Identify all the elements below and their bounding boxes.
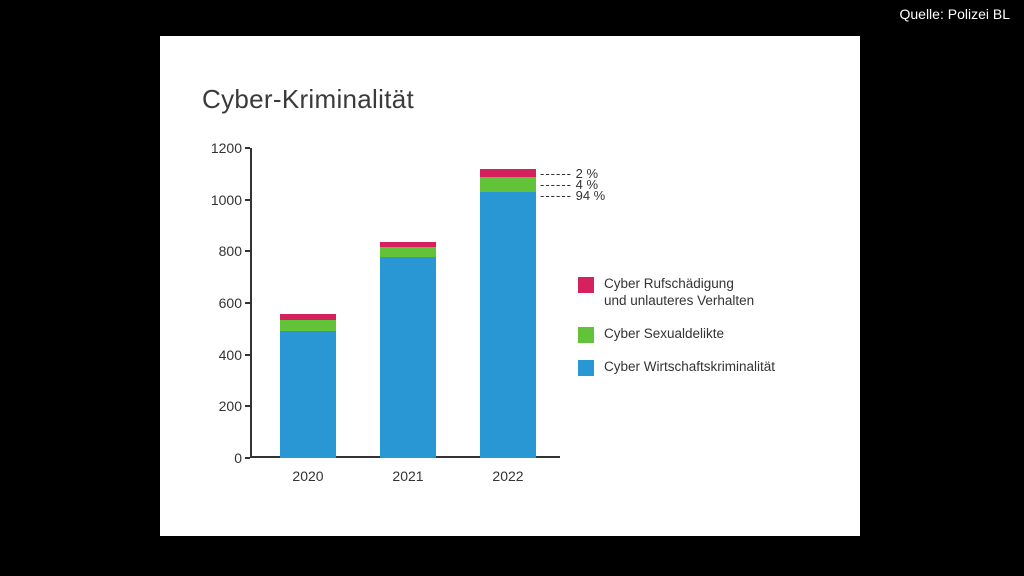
y-tick-mark	[245, 302, 250, 304]
bar-segment-wirtschaft	[380, 257, 436, 459]
bar-segment-sexual	[280, 320, 336, 332]
y-tick-label: 800	[219, 243, 242, 259]
legend-swatch	[578, 327, 594, 343]
legend-label: Cyber Sexualdelikte	[604, 326, 724, 343]
y-tick-label: 400	[219, 347, 242, 363]
y-tick-mark	[245, 405, 250, 407]
y-tick-mark	[245, 354, 250, 356]
legend-swatch	[578, 360, 594, 376]
bar-segment-ruf	[380, 242, 436, 247]
bar-2022	[480, 169, 536, 458]
y-tick-mark	[245, 199, 250, 201]
legend-item-ruf: Cyber Rufschädigungund unlauteres Verhal…	[578, 276, 775, 310]
legend-label: Cyber Wirtschaftskriminalität	[604, 359, 775, 376]
chart-title: Cyber-Kriminalität	[202, 84, 414, 115]
callout-wirtschaft: ------ 94 %	[540, 188, 605, 203]
bar-segment-wirtschaft	[480, 192, 536, 458]
y-tick-label: 200	[219, 398, 242, 414]
y-tick-mark	[245, 250, 250, 252]
bar-segment-sexual	[380, 247, 436, 257]
y-axis	[250, 148, 252, 458]
bar-segment-wirtschaft	[280, 331, 336, 458]
y-tick-mark	[245, 147, 250, 149]
y-tick-label: 1200	[211, 140, 242, 156]
bar-segment-ruf	[480, 169, 536, 177]
legend-item-sexual: Cyber Sexualdelikte	[578, 326, 775, 343]
y-tick-label: 1000	[211, 192, 242, 208]
chart-plot-area: 020040060080010001200202020212022------ …	[250, 148, 560, 458]
x-tick-label: 2020	[292, 468, 323, 484]
bar-segment-sexual	[480, 177, 536, 192]
bar-segment-ruf	[280, 314, 336, 320]
source-attribution: Quelle: Polizei BL	[899, 6, 1010, 22]
legend-swatch	[578, 277, 594, 293]
legend: Cyber Rufschädigungund unlauteres Verhal…	[578, 276, 775, 392]
y-tick-mark	[245, 457, 250, 459]
bar-2021	[380, 242, 436, 458]
legend-label: Cyber Rufschädigungund unlauteres Verhal…	[604, 276, 754, 310]
y-tick-label: 0	[234, 450, 242, 466]
x-tick-label: 2022	[492, 468, 523, 484]
y-tick-label: 600	[219, 295, 242, 311]
bar-2020	[280, 314, 336, 458]
x-tick-label: 2021	[392, 468, 423, 484]
legend-item-wirtschaft: Cyber Wirtschaftskriminalität	[578, 359, 775, 376]
chart-panel: Cyber-Kriminalität 020040060080010001200…	[160, 36, 860, 536]
